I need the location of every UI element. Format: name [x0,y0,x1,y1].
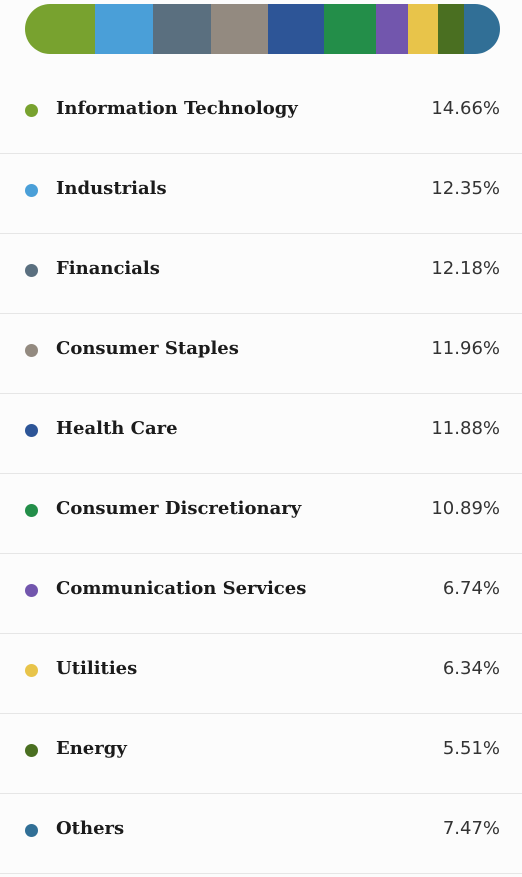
legend-dot [25,184,38,197]
bar-segment-others [464,4,500,54]
sector-row-communication-services: Communication Services 6.74% [0,554,522,634]
sector-percentage: 6.74% [442,578,500,599]
sector-name: Consumer Staples [56,338,239,359]
legend-dot [25,264,38,277]
sector-row-health-care: Health Care 11.88% [0,394,522,474]
sector-row-others: Others 7.47% [0,794,522,874]
sector-row-financials: Financials 12.18% [0,234,522,314]
sector-percentage: 7.47% [442,818,500,839]
legend-dot [25,344,38,357]
bar-segment-health-care [267,4,325,54]
bar-segment-consumer-discretionary [324,4,377,54]
sector-percentage: 6.34% [442,658,500,679]
sector-percentage: 12.35% [431,178,500,199]
sector-name: Communication Services [56,578,307,599]
legend-dot [25,424,38,437]
legend-dot [25,824,38,837]
sector-percentage: 5.51% [442,738,500,759]
sector-name: Energy [56,738,127,759]
legend-dot [25,104,38,117]
legend-dot [25,584,38,597]
bar-segment-energy [438,4,465,54]
sector-row-energy: Energy 5.51% [0,714,522,794]
sector-row-information-technology: Information Technology 14.66% [0,74,522,154]
bar-segment-communication-services [376,4,409,54]
sector-name: Consumer Discretionary [56,498,302,519]
sector-list: Information Technology 14.66% Industrials 1… [0,74,522,874]
sector-name: Information Technology [56,98,298,119]
sector-name: Industrials [56,178,167,199]
sector-row-industrials: Industrials 12.35% [0,154,522,234]
legend-dot [25,744,38,757]
sector-row-consumer-staples: Consumer Staples 11.96% [0,314,522,394]
sector-percentage: 11.88% [431,418,500,439]
sector-name: Financials [56,258,160,279]
sector-allocation-bar [25,4,500,54]
sector-percentage: 14.66% [431,98,500,119]
sector-percentage: 10.89% [431,498,500,519]
sector-row-consumer-discretionary: Consumer Discretionary 10.89% [0,474,522,554]
sector-percentage: 12.18% [431,258,500,279]
bar-segment-financials [153,4,212,54]
sector-row-utilities: Utilities 6.34% [0,634,522,714]
bar-segment-industrials [94,4,154,54]
bar-segment-utilities [408,4,439,54]
sector-name: Utilities [56,658,138,679]
bar-segment-information-technology [25,4,95,54]
bar-segment-consumer-staples [211,4,268,54]
sector-name: Health Care [56,418,178,439]
legend-dot [25,664,38,677]
sector-name: Others [56,818,125,839]
sector-percentage: 11.96% [431,338,500,359]
legend-dot [25,504,38,517]
